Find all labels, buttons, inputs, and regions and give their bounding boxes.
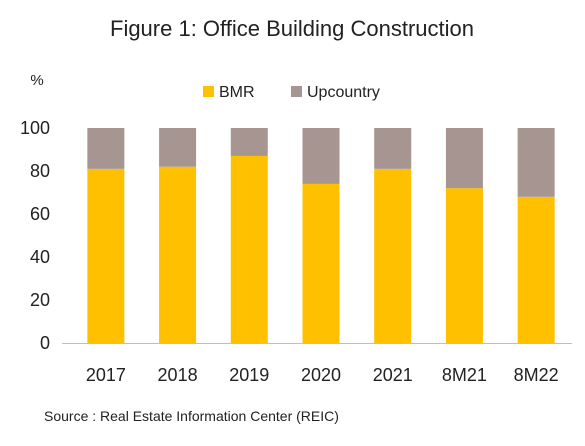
legend: BMR Upcountry [203, 84, 380, 101]
legend-swatch-bmr [203, 86, 214, 97]
bar-upcountry-2019 [230, 128, 268, 156]
bar-upcountry-8m22 [517, 128, 555, 197]
y-tick-label: 40 [30, 247, 50, 267]
y-axis-ticks: 0 20 40 60 80 100 [20, 118, 50, 353]
bar-bmr-8m22 [517, 196, 555, 343]
y-tick-label: 60 [30, 204, 50, 224]
x-tick-label: 2018 [158, 365, 198, 385]
y-tick-label: 80 [30, 161, 50, 181]
y-tick-label: 0 [40, 333, 50, 353]
bar-bmr-2017 [87, 168, 125, 343]
source-note: Source : Real Estate Information Center … [44, 408, 339, 424]
x-tick-label: 8M22 [514, 365, 559, 385]
x-tick-label: 2021 [373, 365, 413, 385]
bar-upcountry-2017 [87, 128, 125, 169]
bar-bmr-8m21 [445, 188, 483, 343]
chart-title: Figure 1: Office Building Construction [110, 16, 474, 41]
bar-bmr-2021 [374, 168, 412, 343]
x-tick-label: 8M21 [442, 365, 487, 385]
bar-upcountry-8m21 [445, 128, 483, 189]
legend-label-bmr: BMR [219, 84, 255, 101]
legend-swatch-upcountry [291, 86, 302, 97]
bar-upcountry-2021 [374, 128, 412, 169]
legend-label-upcountry: Upcountry [307, 84, 380, 101]
x-tick-label: 2017 [86, 365, 126, 385]
bars [87, 128, 555, 343]
x-tick-label: 2020 [301, 365, 341, 385]
x-tick-label: 2019 [229, 365, 269, 385]
x-axis-ticks: 2017 2018 2019 2020 2021 8M21 8M22 [86, 365, 559, 385]
bar-bmr-2020 [302, 183, 340, 343]
y-tick-label: 20 [30, 290, 50, 310]
y-axis-label: % [30, 72, 43, 89]
y-tick-label: 100 [20, 118, 50, 138]
bar-upcountry-2020 [302, 128, 340, 184]
bar-bmr-2018 [159, 166, 197, 343]
bar-upcountry-2018 [159, 128, 197, 167]
bar-bmr-2019 [230, 155, 268, 343]
